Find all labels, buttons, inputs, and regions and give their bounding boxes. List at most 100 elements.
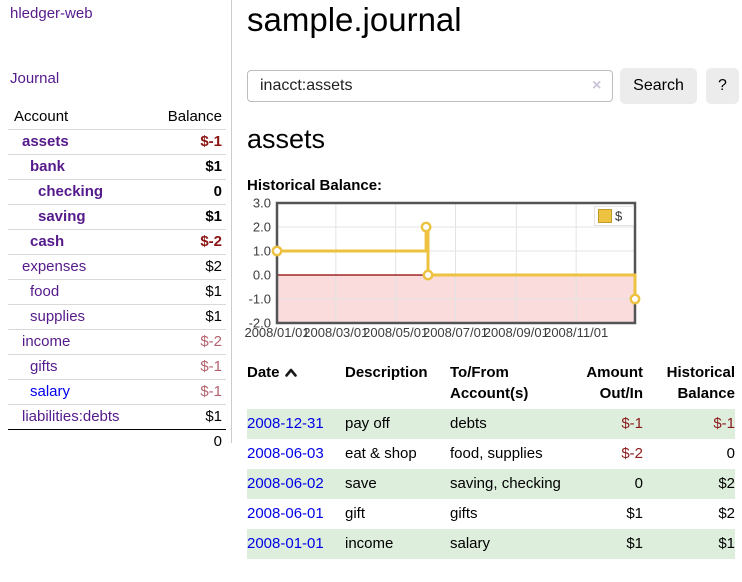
account-row: saving $1: [8, 204, 226, 230]
register-row: 2008-06-02 save saving, checking 0 $2: [247, 469, 735, 499]
transaction-balance: $2: [718, 505, 735, 522]
account-link-supplies[interactable]: supplies: [30, 308, 86, 325]
account-balance: $-2: [148, 329, 226, 355]
account-link-gifts[interactable]: gifts: [30, 358, 58, 375]
svg-text:1.0: 1.0: [253, 244, 271, 259]
svg-text:3.0: 3.0: [253, 196, 271, 211]
account-balance: $1: [148, 404, 226, 430]
svg-text:2008/03/01: 2008/03/01: [303, 325, 368, 340]
account-balance: $1: [148, 204, 226, 230]
transaction-amount: 0: [634, 475, 643, 492]
account-link-saving[interactable]: saving: [38, 208, 86, 225]
transaction-accounts: food, supplies: [450, 445, 543, 462]
account-balance: $-1: [148, 129, 226, 155]
historical-balance-chart: $3.0 2.0 1.0 0.0 -1.0 -2.02008/01/012008/03/0…: [244, 196, 641, 340]
account-link-liabilities-debts[interactable]: liabilities:debts: [22, 408, 120, 425]
account-balance: $-1: [148, 354, 226, 380]
transaction-accounts: gifts: [450, 505, 478, 522]
page-title: sample.journal: [247, 1, 462, 38]
accounts-header-account: Account: [14, 108, 69, 125]
account-row: income $-2: [8, 329, 226, 355]
transaction-date-link[interactable]: 2008-06-02: [247, 475, 324, 492]
account-balance: 0: [148, 179, 226, 205]
transaction-amount: $-1: [621, 415, 643, 432]
clear-search-icon[interactable]: ×: [592, 77, 602, 94]
account-link-income[interactable]: income: [22, 333, 71, 350]
account-link-expenses[interactable]: expenses: [22, 258, 87, 275]
account-balance: $1: [148, 154, 226, 180]
register-row: 2008-01-01 income salary $1 $1: [247, 529, 735, 559]
transaction-description: eat & shop: [345, 445, 417, 462]
svg-text:-2.0: -2.0: [249, 316, 271, 331]
register-header-description: Description: [345, 364, 428, 381]
transaction-description: pay off: [345, 415, 390, 432]
transaction-description: save: [345, 475, 377, 492]
svg-text:2008/09/01: 2008/09/01: [484, 325, 549, 340]
account-link-checking[interactable]: checking: [38, 183, 104, 200]
account-balance: $-1: [148, 379, 226, 405]
account-link-assets[interactable]: assets: [22, 133, 69, 150]
sort-asc-icon: [284, 362, 297, 383]
transaction-description: gift: [345, 505, 366, 522]
account-row: gifts $-1: [8, 354, 226, 380]
transaction-balance: $1: [718, 535, 735, 552]
help-button[interactable]: ?: [706, 68, 739, 104]
account-heading: assets: [247, 124, 326, 154]
svg-text:-1.0: -1.0: [249, 292, 271, 307]
transaction-accounts: debts: [450, 415, 487, 432]
search-button[interactable]: Search: [620, 68, 697, 104]
account-balance: $1: [148, 279, 226, 305]
svg-text:0.0: 0.0: [253, 268, 271, 283]
transaction-balance: $2: [718, 475, 735, 492]
accounts-table: Account Balance assets $-1 bank $1 checkin…: [8, 105, 226, 454]
register-row: 2008-06-01 gift gifts $1 $2: [247, 499, 735, 529]
register-header-date[interactable]: Date: [247, 362, 345, 409]
account-row: salary $-1: [8, 379, 226, 405]
transaction-amount: $1: [626, 535, 643, 552]
account-row: food $1: [8, 279, 226, 305]
account-row: liabilities:debts $1: [8, 404, 226, 430]
svg-text:2008/01/01: 2008/01/01: [244, 325, 309, 340]
account-row: cash $-2: [8, 229, 226, 255]
sidebar-item-journal[interactable]: Journal: [10, 70, 60, 87]
account-row: expenses $2: [8, 254, 226, 280]
svg-text:2008/05/01: 2008/05/01: [363, 325, 428, 340]
account-link-salary[interactable]: salary: [30, 383, 71, 400]
account-link-bank[interactable]: bank: [30, 158, 66, 175]
search-input[interactable]: [247, 70, 613, 102]
transaction-balance: 0: [726, 445, 735, 462]
register-row: 2008-06-03 eat & shop food, supplies $-2…: [247, 439, 735, 469]
register-header-balance: Historical Balance: [666, 364, 735, 402]
account-balance: $-2: [148, 229, 226, 255]
svg-text:2.0: 2.0: [253, 220, 271, 235]
account-row: checking 0: [8, 179, 226, 205]
transaction-date-link[interactable]: 2008-06-03: [247, 445, 324, 462]
transaction-date-link[interactable]: 2008-12-31: [247, 415, 324, 432]
app-brand-link[interactable]: hledger-web: [10, 5, 93, 22]
account-balance: $2: [148, 254, 226, 280]
svg-text:2008/07/01: 2008/07/01: [423, 325, 488, 340]
sidebar: hledger-web Journal Account Balance asse…: [0, 0, 232, 454]
transaction-accounts: saving, checking: [450, 475, 561, 492]
account-row: assets $-1: [8, 129, 226, 155]
register-header-amount: Amount Out/In: [586, 364, 643, 402]
transaction-date-link[interactable]: 2008-06-01: [247, 505, 324, 522]
register-header-accounts: To/From Account(s): [450, 364, 529, 402]
account-balance: $1: [148, 304, 226, 330]
transaction-accounts: salary: [450, 535, 491, 552]
account-row: supplies $1: [8, 304, 226, 330]
chart-title: Historical Balance:: [247, 177, 383, 194]
transaction-amount: $-2: [621, 445, 643, 462]
account-link-cash[interactable]: cash: [30, 233, 65, 250]
accounts-total-row: 0: [8, 429, 226, 454]
accounts-header-balance: Balance: [167, 108, 222, 125]
svg-text:$: $: [615, 209, 623, 224]
transaction-date-link[interactable]: 2008-01-01: [247, 535, 324, 552]
register-row: 2008-12-31 pay off debts $-1 $-1: [247, 409, 735, 439]
register-table: Date Description To/From Account(s) Amou…: [247, 362, 735, 559]
transaction-balance: $-1: [713, 415, 735, 432]
account-link-food[interactable]: food: [30, 283, 60, 300]
transaction-amount: $1: [626, 505, 643, 522]
svg-text:2008/11/01: 2008/11/01: [544, 325, 608, 340]
account-row: bank $1: [8, 154, 226, 180]
